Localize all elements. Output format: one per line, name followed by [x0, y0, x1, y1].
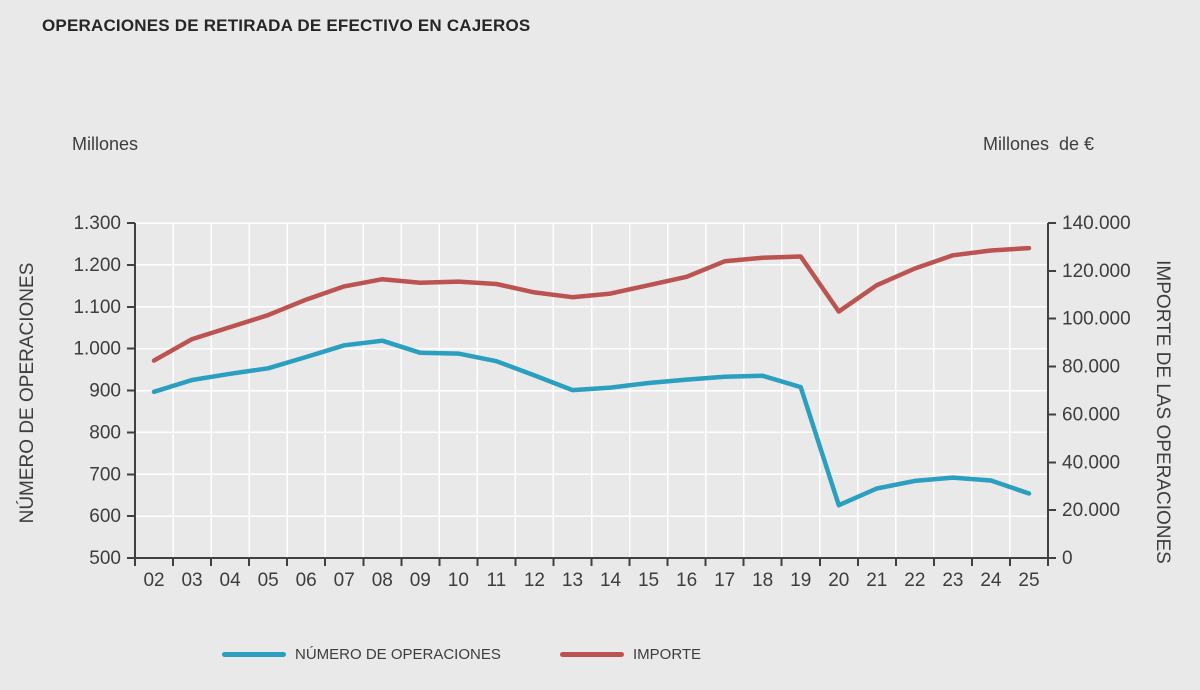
legend-item-operations: NÚMERO DE OPERACIONES	[222, 645, 501, 663]
series-line-n-mero-de-operaciones	[151, 338, 1032, 508]
x-tick-label: 19	[790, 570, 811, 591]
x-tick-label: 17	[714, 570, 735, 591]
x-tick-label: 09	[410, 570, 431, 591]
legend-label-amount: IMPORTE	[633, 645, 702, 663]
operations-line-swatch	[222, 651, 286, 657]
legend-label-operations: NÚMERO DE OPERACIONES	[295, 645, 501, 663]
x-tick-label: 14	[600, 570, 622, 591]
right-tick-label: 100.000	[1062, 309, 1131, 330]
x-tick-label: 06	[296, 570, 317, 591]
left-tick-label: 1.000	[73, 339, 121, 360]
right-tick-label: 140.000	[1062, 213, 1131, 234]
x-tick-label: 13	[562, 570, 583, 591]
left-tick-label: 800	[89, 422, 121, 443]
legend-item-amount: IMPORTE	[560, 645, 701, 663]
left-tick-label: 1.300	[73, 213, 121, 234]
x-tick-label: 22	[904, 570, 925, 591]
series-line-importe	[151, 245, 1032, 363]
chart-title: OPERACIONES DE RETIRADA DE EFECTIVO EN C…	[42, 16, 531, 35]
left-tick-label: 700	[89, 464, 121, 485]
right-tick-label: 20.000	[1062, 500, 1120, 521]
x-tick-label: 08	[372, 570, 393, 591]
x-tick-label: 15	[638, 570, 659, 591]
x-tick-label: 16	[676, 570, 697, 591]
right-axis-unit-label: Millones de €	[983, 134, 1095, 154]
x-tick-label: 10	[448, 570, 469, 591]
right-tick-label: 60.000	[1062, 404, 1120, 425]
left-tick-label: 1.200	[73, 255, 121, 276]
amount-line-swatch	[560, 651, 624, 657]
left-tick-label: 900	[89, 381, 121, 402]
left-tick-label: 600	[89, 506, 121, 527]
right-tick-label: 120.000	[1062, 261, 1131, 282]
left-axis-unit-label: Millones	[72, 134, 139, 154]
right-tick-label: 40.000	[1062, 452, 1120, 473]
x-tick-label: 05	[258, 570, 279, 591]
x-tick-label: 25	[1018, 570, 1039, 591]
x-tick-label: 23	[942, 570, 963, 591]
x-tick-label: 11	[487, 570, 507, 591]
x-tick-label: 20	[828, 570, 849, 591]
right-tick-label: 0	[1062, 548, 1073, 569]
x-tick-label: 21	[866, 570, 887, 591]
x-tick-label: 03	[181, 570, 202, 591]
x-tick-label: 12	[524, 570, 545, 591]
x-tick-label: 02	[143, 570, 164, 591]
left-tick-label: 500	[89, 548, 121, 569]
left-tick-label: 1.100	[73, 297, 121, 318]
x-tick-label: 24	[980, 570, 1002, 591]
right-tick-label: 80.000	[1062, 357, 1120, 378]
x-tick-label: 18	[752, 570, 773, 591]
x-tick-label: 07	[334, 570, 355, 591]
x-tick-label: 04	[220, 570, 242, 591]
